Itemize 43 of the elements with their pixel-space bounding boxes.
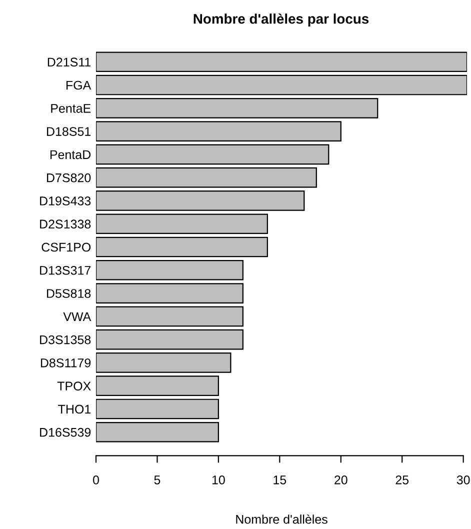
bar [96, 329, 244, 350]
y-tick-label: THO1 [58, 404, 91, 414]
bar [96, 260, 244, 280]
x-tick-label: 10 [212, 475, 225, 484]
y-tick-label: D19S433 [40, 196, 91, 206]
x-tick-label: 20 [334, 475, 348, 484]
bar [96, 144, 330, 165]
bar [96, 236, 268, 258]
bar [96, 283, 244, 304]
bar [96, 352, 232, 373]
bar [96, 214, 268, 234]
bar [96, 74, 467, 96]
x-tick-label: 25 [396, 475, 409, 484]
x-tick-label: 30 [456, 475, 470, 484]
bar [96, 376, 219, 396]
x-tick-label: 5 [154, 476, 160, 484]
bar [96, 52, 467, 72]
y-tick-label: D2S1338 [40, 220, 91, 229]
x-tick-label: 0 [93, 475, 99, 484]
y-tick-label: CSF1PO [42, 242, 91, 252]
y-tick-label: D7S820 [46, 173, 91, 182]
y-tick-label: D21S11 [48, 58, 91, 67]
bar [96, 121, 342, 142]
y-tick-label: PentaE [51, 104, 91, 113]
y-tick-label: D18S51 [46, 127, 91, 136]
y-tick-label: D13S317 [40, 266, 91, 275]
bar [96, 422, 219, 442]
y-tick-label: VWA [63, 312, 92, 321]
bar [96, 398, 219, 420]
x-axis-title: Nombre d'allèles [236, 514, 328, 524]
y-tick-label: D8S1179 [40, 358, 91, 368]
y-tick-label: PentaD [50, 150, 91, 160]
bar [96, 98, 378, 118]
bar [96, 306, 244, 327]
x-tick-label: 15 [274, 476, 286, 484]
bar [96, 190, 305, 211]
y-tick-label: D3S1358 [40, 335, 91, 344]
y-tick-label: TPOX [57, 382, 91, 390]
y-tick-label: FGA [66, 80, 92, 90]
chart-title: Nombre d'allèles par locus [194, 13, 369, 27]
y-tick-label: D5S818 [46, 289, 91, 298]
y-tick-label: D16S539 [40, 428, 91, 437]
bar [96, 167, 317, 188]
